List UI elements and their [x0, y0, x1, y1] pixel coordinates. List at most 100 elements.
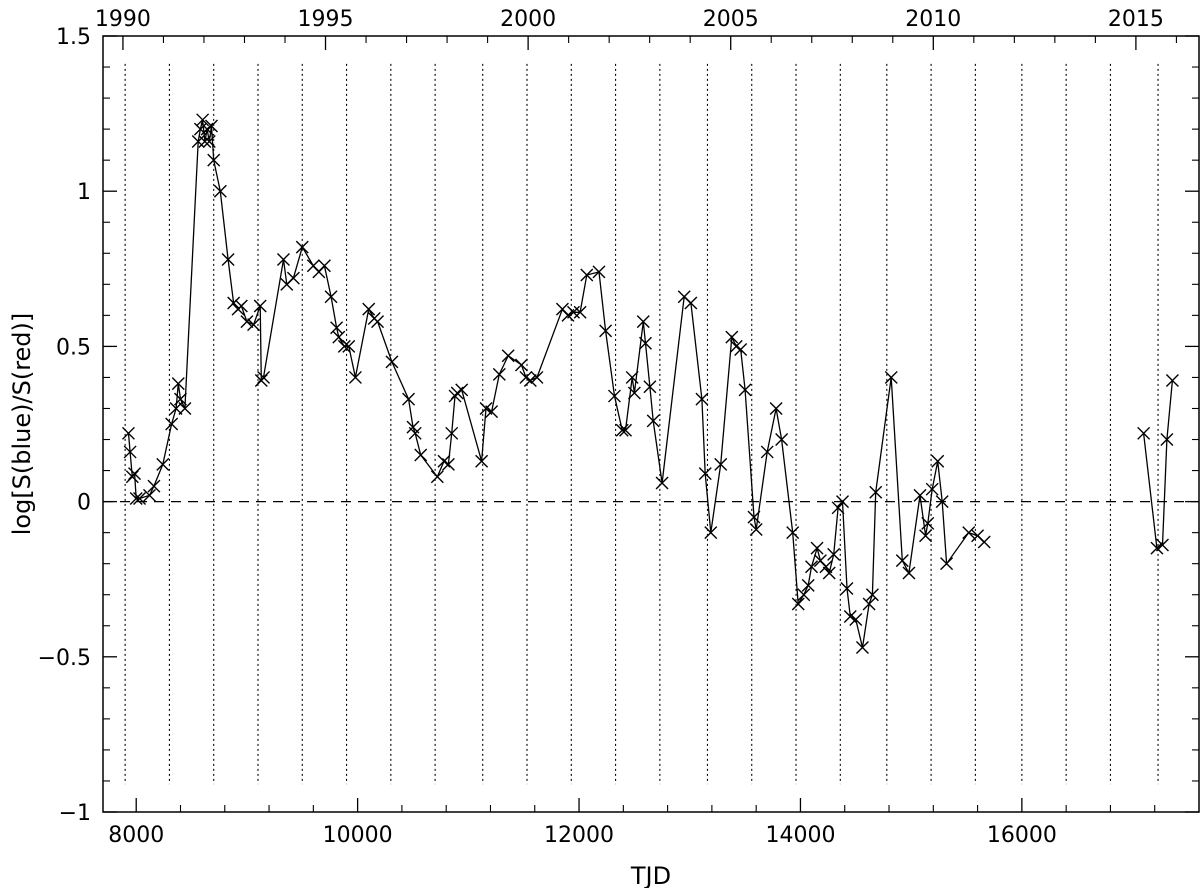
data-point [836, 495, 850, 509]
top-tick-label: 2000 [500, 7, 556, 32]
data-point [257, 370, 271, 384]
data-point [567, 305, 580, 319]
data-point [171, 377, 185, 391]
top-tick-label: 2015 [1108, 7, 1164, 32]
data-point [143, 488, 156, 502]
data-point [147, 479, 161, 493]
data-point [514, 358, 528, 372]
data-point [156, 457, 170, 471]
data-point [193, 122, 207, 136]
data-point [234, 299, 248, 313]
data-point [1137, 426, 1151, 440]
data-point [202, 135, 216, 149]
data-point [862, 597, 876, 611]
data-point [276, 252, 290, 266]
data-point [371, 315, 385, 329]
data-point [747, 510, 761, 524]
data-point [636, 315, 650, 329]
data-point [174, 392, 187, 406]
data-point [445, 426, 459, 440]
data-point [931, 454, 945, 468]
data-point [977, 535, 991, 549]
data-point [831, 501, 845, 515]
data-point [128, 467, 142, 481]
y-tick-label: 1 [77, 180, 91, 205]
data-point [485, 405, 499, 419]
plot-frame [102, 35, 1200, 813]
data-point [615, 423, 629, 437]
data-point [607, 389, 621, 403]
data-point [213, 184, 227, 198]
x-tick-label: 14000 [765, 823, 835, 848]
data-point [655, 476, 669, 490]
data-point [819, 560, 833, 574]
data-point [348, 370, 362, 384]
data-point [523, 374, 537, 388]
data-point [734, 343, 748, 356]
data-point [475, 454, 489, 468]
data-point [204, 119, 218, 133]
data-point [402, 392, 416, 406]
data-point [592, 265, 606, 279]
data-point [643, 380, 657, 394]
data-point [286, 271, 300, 285]
data-point [198, 135, 212, 149]
vertical-dotted-lines [124, 63, 1159, 785]
data-point [253, 299, 267, 313]
data-point [749, 523, 763, 537]
data-point [191, 135, 205, 149]
data-point [196, 113, 210, 127]
data-point [805, 560, 819, 574]
data-point [414, 448, 428, 462]
data-point [385, 355, 399, 369]
data-markers [121, 113, 1179, 654]
data-point [935, 495, 949, 509]
data-point [342, 339, 356, 353]
data-point [295, 240, 309, 254]
data-point [441, 457, 455, 471]
data-point [573, 305, 587, 319]
data-point [337, 339, 351, 353]
data-point [492, 367, 506, 381]
data-point [925, 482, 939, 496]
data-point [240, 315, 254, 329]
data-point [121, 426, 135, 440]
top-tick-label: 1995 [298, 7, 354, 32]
data-point [895, 554, 909, 568]
data-point [840, 582, 854, 596]
data-series [127, 119, 1174, 648]
data-point [330, 321, 344, 335]
data-point [760, 445, 774, 459]
data-point [530, 370, 544, 384]
data-point [430, 470, 444, 484]
axis-ticks: 8000 10000 12000 14000 16000−1−0.500.511.519… [38, 7, 1199, 848]
data-point [207, 153, 221, 167]
data-point [849, 613, 863, 627]
data-point [646, 414, 660, 428]
y-tick-label: −0.5 [38, 646, 91, 671]
data-point [580, 268, 594, 282]
data-point [599, 324, 613, 338]
data-point [129, 492, 143, 505]
x-tick-label: 10000 [323, 823, 393, 848]
y-tick-label: 0.5 [56, 335, 91, 360]
y-tick-label: −1 [59, 801, 91, 826]
data-point [921, 516, 935, 530]
data-point [638, 336, 652, 350]
data-point [408, 426, 422, 440]
data-point [627, 386, 641, 400]
data-point [822, 566, 836, 580]
data-point [797, 588, 811, 602]
data-point [913, 488, 927, 502]
x-tick-label: 12000 [544, 823, 614, 848]
data-point [1155, 538, 1169, 552]
data-point [221, 252, 235, 266]
data-point [247, 318, 261, 332]
data-point [865, 588, 879, 602]
data-point [791, 597, 805, 611]
x-axis-title: TJD [630, 862, 671, 888]
data-point [695, 392, 709, 406]
data-point [1160, 433, 1174, 447]
y-tick-label: 0 [77, 491, 91, 516]
